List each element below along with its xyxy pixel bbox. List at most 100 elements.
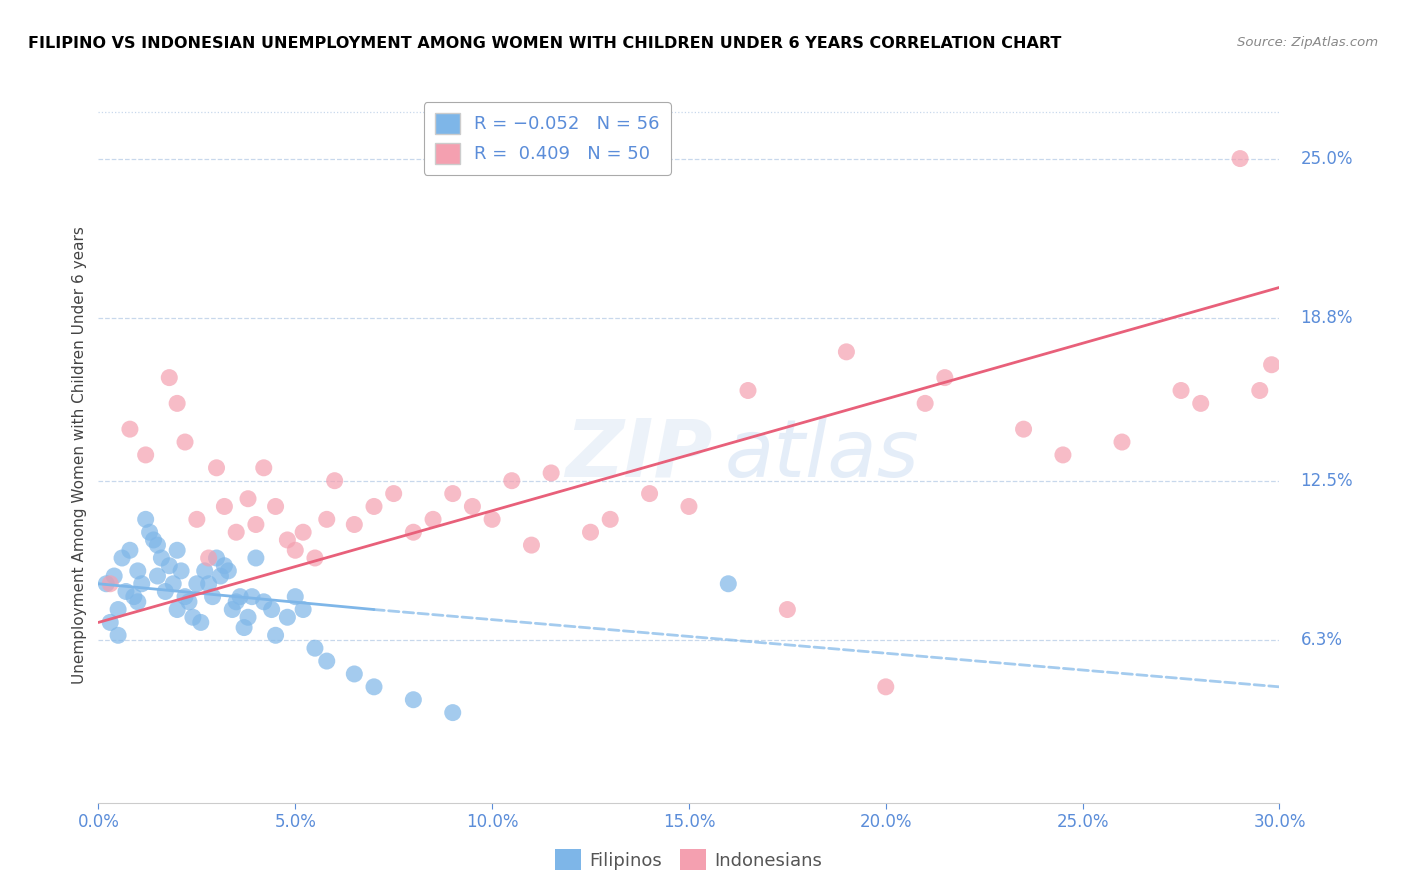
Point — [209, 569, 232, 583]
Point — [162, 576, 184, 591]
Point — [157, 558, 180, 573]
Text: ZIP: ZIP — [565, 416, 713, 494]
Point — [170, 564, 193, 578]
Point — [315, 512, 337, 526]
Point — [111, 551, 134, 566]
Point — [146, 538, 169, 552]
Point — [1249, 384, 1271, 398]
Point — [363, 680, 385, 694]
Point — [1229, 152, 1251, 166]
Point — [292, 525, 315, 540]
Point — [118, 543, 141, 558]
Point — [1111, 435, 1133, 450]
Text: atlas: atlas — [724, 416, 920, 494]
Point — [174, 590, 197, 604]
Point — [201, 590, 224, 604]
Point — [875, 680, 897, 694]
Point — [276, 610, 298, 624]
Point — [98, 615, 121, 630]
Point — [253, 460, 276, 475]
Point — [205, 460, 228, 475]
Point — [323, 474, 346, 488]
Point — [501, 474, 523, 488]
Point — [127, 564, 149, 578]
Text: FILIPINO VS INDONESIAN UNEMPLOYMENT AMONG WOMEN WITH CHILDREN UNDER 6 YEARS CORR: FILIPINO VS INDONESIAN UNEMPLOYMENT AMON… — [28, 36, 1062, 51]
Point — [315, 654, 337, 668]
Point — [1012, 422, 1035, 436]
Point — [441, 706, 464, 720]
Point — [186, 512, 208, 526]
Point — [284, 543, 307, 558]
Point — [166, 602, 188, 616]
Point — [934, 370, 956, 384]
Point — [107, 602, 129, 616]
Point — [197, 576, 219, 591]
Point — [835, 344, 858, 359]
Point — [98, 576, 121, 591]
Point — [441, 486, 464, 500]
Point — [118, 422, 141, 436]
Point — [599, 512, 621, 526]
Text: 12.5%: 12.5% — [1301, 472, 1353, 490]
Text: 25.0%: 25.0% — [1301, 150, 1353, 168]
Point — [177, 595, 200, 609]
Point — [150, 551, 173, 566]
Point — [190, 615, 212, 630]
Point — [363, 500, 385, 514]
Point — [737, 384, 759, 398]
Y-axis label: Unemployment Among Women with Children Under 6 years: Unemployment Among Women with Children U… — [72, 226, 87, 684]
Point — [221, 602, 243, 616]
Point — [107, 628, 129, 642]
Point — [135, 512, 157, 526]
Point — [225, 525, 247, 540]
Point — [122, 590, 145, 604]
Point — [96, 576, 118, 591]
Point — [166, 543, 188, 558]
Point — [914, 396, 936, 410]
Point — [157, 370, 180, 384]
Point — [181, 610, 204, 624]
Point — [264, 628, 287, 642]
Legend: Filipinos, Indonesians: Filipinos, Indonesians — [548, 842, 830, 877]
Point — [776, 602, 799, 616]
Point — [245, 517, 267, 532]
Point — [138, 525, 160, 540]
Point — [253, 595, 276, 609]
Point — [579, 525, 602, 540]
Point — [717, 576, 740, 591]
Point — [461, 500, 484, 514]
Point — [131, 576, 153, 591]
Point — [197, 551, 219, 566]
Point — [194, 564, 217, 578]
Point — [233, 621, 256, 635]
Point — [229, 590, 252, 604]
Point — [142, 533, 165, 547]
Point — [217, 564, 239, 578]
Point — [678, 500, 700, 514]
Point — [245, 551, 267, 566]
Point — [343, 667, 366, 681]
Point — [240, 590, 263, 604]
Point — [166, 396, 188, 410]
Point — [402, 692, 425, 706]
Point — [284, 590, 307, 604]
Point — [146, 569, 169, 583]
Point — [135, 448, 157, 462]
Point — [304, 551, 326, 566]
Point — [1052, 448, 1074, 462]
Point — [103, 569, 125, 583]
Point — [343, 517, 366, 532]
Point — [422, 512, 444, 526]
Text: 18.8%: 18.8% — [1301, 310, 1353, 327]
Point — [520, 538, 543, 552]
Point — [264, 500, 287, 514]
Point — [205, 551, 228, 566]
Point — [402, 525, 425, 540]
Text: 6.3%: 6.3% — [1301, 632, 1343, 649]
Point — [225, 595, 247, 609]
Point — [236, 610, 259, 624]
Point — [186, 576, 208, 591]
Point — [214, 500, 236, 514]
Point — [127, 595, 149, 609]
Point — [276, 533, 298, 547]
